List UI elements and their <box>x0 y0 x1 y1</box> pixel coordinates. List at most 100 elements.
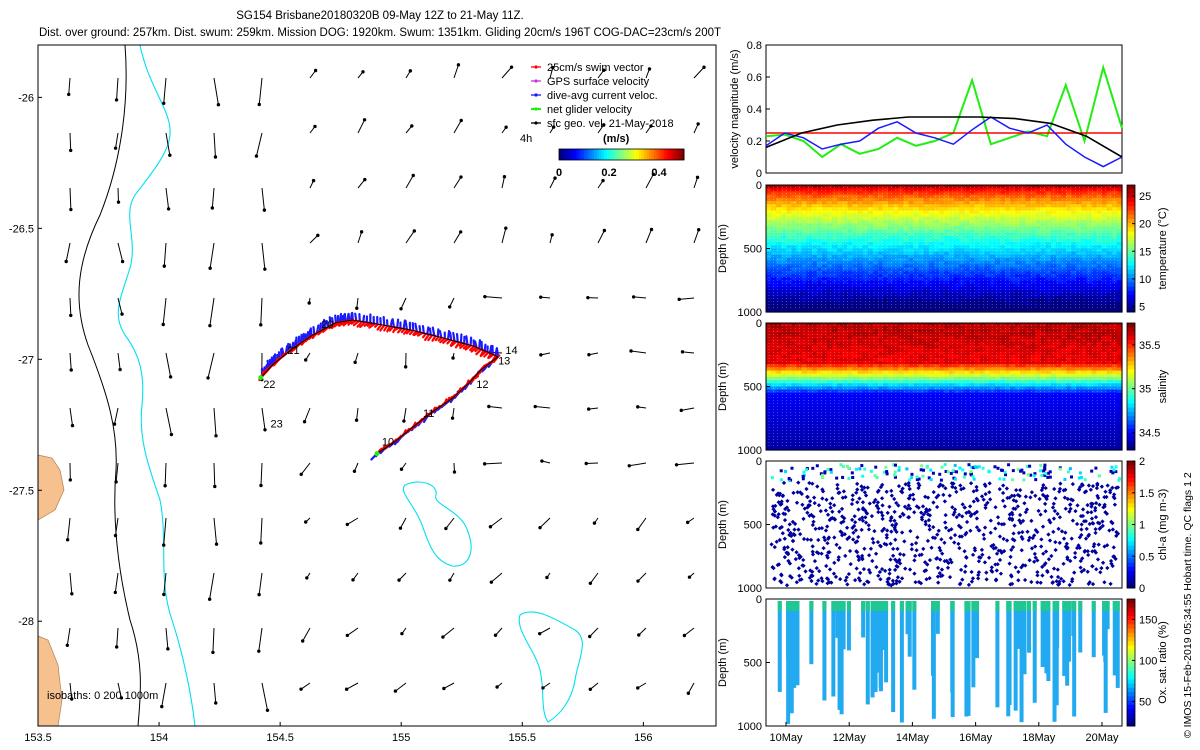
heatmap-cell <box>882 380 889 384</box>
geo-arrow <box>589 627 599 637</box>
heatmap-cell <box>1005 342 1011 346</box>
heatmap-cell <box>1116 351 1123 356</box>
heatmap-cell <box>867 280 874 285</box>
heatmap-cell <box>776 216 782 221</box>
heatmap-cell <box>766 351 772 356</box>
heatmap-cell <box>872 348 879 353</box>
heatmap-cell <box>1106 219 1113 224</box>
heatmap-cell <box>1086 185 1093 189</box>
heatmap-cell <box>944 296 950 300</box>
heatmap-cell <box>994 219 1001 224</box>
heatmap-cell <box>923 354 930 359</box>
geo-arrow <box>163 77 167 104</box>
heatmap-cell <box>933 191 940 196</box>
heatmap-cell <box>827 185 833 189</box>
heatmap-cell <box>1106 370 1113 375</box>
heatmap-cell <box>923 289 930 294</box>
heatmap-cell <box>898 258 904 262</box>
heatmap-cell <box>1106 348 1113 353</box>
heatmap-cell <box>1060 207 1067 211</box>
heatmap-cell <box>888 277 894 281</box>
heatmap-cell <box>903 216 909 221</box>
heatmap-cell <box>776 223 782 227</box>
heatmap-cell <box>821 267 828 272</box>
heatmap-cell <box>989 229 996 234</box>
heatmap-cell <box>994 223 1001 227</box>
heatmap-cell <box>1101 373 1108 378</box>
heatmap-cell <box>949 258 955 262</box>
heatmap-cell <box>1045 207 1052 211</box>
heatmap-cell <box>1050 216 1057 221</box>
heatmap-cell <box>898 367 904 372</box>
heatmap-cell <box>847 232 854 237</box>
heatmap-cell <box>816 292 823 297</box>
heatmap-cell <box>766 223 772 227</box>
heatmap-cell <box>918 248 925 253</box>
heatmap-cell <box>989 267 996 272</box>
heatmap-cell <box>1071 188 1077 192</box>
heatmap-cell <box>893 370 899 375</box>
heatmap-cell <box>766 361 772 365</box>
heatmap-cell <box>908 380 915 384</box>
heatmap-cell <box>1116 305 1123 310</box>
geo-arrow-head <box>674 463 679 467</box>
isobath-200m <box>78 44 141 727</box>
heatmap-cell <box>893 357 899 362</box>
heatmap-cell <box>908 229 915 234</box>
heatmap-cell <box>944 376 950 381</box>
heatmap-cell <box>1101 357 1108 362</box>
geo-arrow-head <box>545 575 549 580</box>
heatmap-cell <box>796 273 803 278</box>
heatmap-cell <box>964 197 971 202</box>
heatmap-cell <box>1086 364 1093 369</box>
swim-vector <box>483 351 490 358</box>
heatmap-cell <box>1060 238 1067 243</box>
heatmap-cell <box>1111 351 1118 356</box>
heatmap-cell <box>974 326 981 330</box>
heatmap-cell <box>801 200 808 205</box>
heatmap-cell <box>832 223 838 227</box>
heatmap-cell <box>888 207 894 211</box>
geo-arrow-head <box>265 708 270 712</box>
heatmap-cell <box>842 270 848 275</box>
swim-vector <box>412 330 418 336</box>
heatmap-cell <box>827 277 833 281</box>
geo-arrow-head <box>160 704 164 709</box>
heatmap-cell <box>832 238 838 243</box>
heatmap-cell <box>1050 345 1057 349</box>
heatmap-cell <box>842 335 848 340</box>
heatmap-cell <box>1005 251 1011 256</box>
heatmap-cell <box>1030 242 1037 246</box>
heatmap-cell <box>837 332 843 337</box>
heatmap-cell <box>791 191 798 196</box>
heatmap-cell <box>842 376 848 381</box>
heatmap-cell <box>1111 185 1118 189</box>
heatmap-cell <box>816 354 823 359</box>
colorbar-cell <box>626 149 630 160</box>
heatmap-cell <box>791 277 798 281</box>
heatmap-cell <box>989 191 996 196</box>
heatmap-cell <box>974 373 981 378</box>
heatmap-cell <box>959 292 965 297</box>
velocity-y-tick-label: 0.4 <box>747 104 762 116</box>
heatmap-cell <box>821 261 828 265</box>
heatmap-cell <box>882 213 889 218</box>
heatmap-cell <box>862 216 869 221</box>
heatmap-cell <box>888 258 894 262</box>
heatmap-cell <box>989 283 996 288</box>
heatmap-cell <box>1076 213 1082 218</box>
heatmap-cell <box>949 367 955 372</box>
heatmap-cell <box>984 283 991 288</box>
heatmap-cell <box>898 213 904 218</box>
heatmap-cell <box>944 191 950 196</box>
heatmap-cell <box>1071 254 1077 259</box>
geo-arrow-head <box>257 102 261 107</box>
heatmap-cell <box>1035 299 1042 304</box>
heatmap-cell <box>933 219 940 224</box>
legend-marker <box>534 107 538 111</box>
heatmap-cell <box>964 204 971 208</box>
heatmap-cell <box>913 286 920 291</box>
heatmap-cell <box>791 351 798 356</box>
heatmap-cell <box>893 261 899 265</box>
heatmap-cell <box>786 354 793 359</box>
